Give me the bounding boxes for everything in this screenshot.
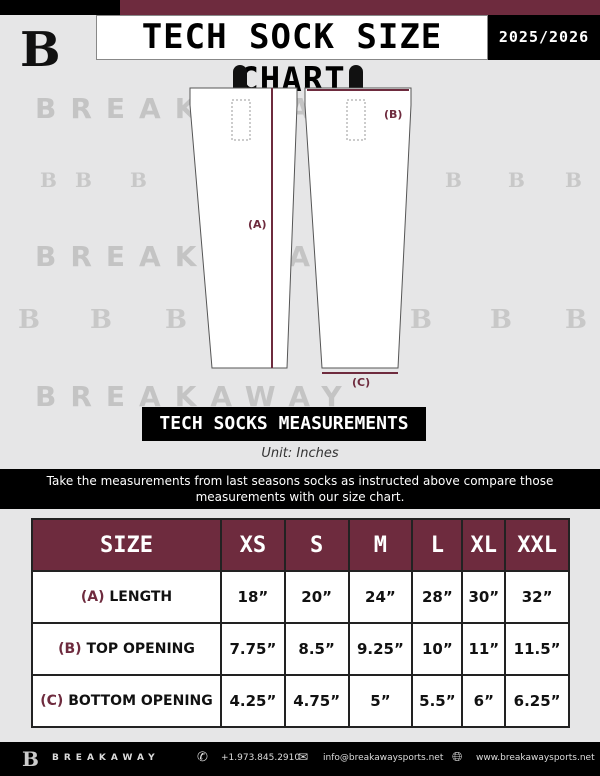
cell: 30” <box>461 570 507 624</box>
cell: 20” <box>283 570 350 624</box>
page-title: TECH SOCK SIZE CHART <box>96 15 488 100</box>
brand-logo: B <box>20 22 61 78</box>
row-label-text: TOP OPENING <box>86 641 195 657</box>
cell: 8.5” <box>283 622 350 676</box>
globe-icon: 🌐︎ <box>452 750 463 765</box>
watermark-logo: B <box>130 168 147 192</box>
table-row: (B) TOP OPENING 7.75” 8.5” 9.25” 10” 11”… <box>31 622 570 676</box>
size-table: SIZE XS S M L XL XXL (A) LENGTH 18” 20” … <box>31 518 570 728</box>
table-row: (C) BOTTOM OPENING 4.25” 4.75” 5” 5.5” 6… <box>31 674 570 728</box>
watermark-logo: B <box>165 305 187 335</box>
cell: 11” <box>461 622 507 676</box>
sock-right <box>304 65 412 374</box>
watermark-logo: B <box>490 305 512 335</box>
cell: 7.75” <box>220 622 286 676</box>
label-c: (C) <box>352 376 371 389</box>
table-header: SIZE XS S M L XL XXL <box>31 518 570 572</box>
watermark-logo: B <box>508 168 525 192</box>
row-letter: (A) <box>80 589 105 605</box>
unit-label: Unit: Inches <box>261 446 339 461</box>
header-cell: XL <box>461 518 507 572</box>
header-cell: SIZE <box>31 518 222 572</box>
row-letter: (B) <box>58 641 82 657</box>
watermark-logo: B <box>445 168 462 192</box>
footer-email[interactable]: info@breakawaysports.net <box>323 753 444 763</box>
phone-icon: ✆ <box>197 750 208 765</box>
top-bar-black <box>0 0 120 15</box>
cell: 32” <box>504 570 570 624</box>
cell: 5” <box>347 674 414 728</box>
header-cell: M <box>347 518 414 572</box>
cell: 10” <box>411 622 464 676</box>
header-cell: S <box>283 518 350 572</box>
top-bar-maroon <box>120 0 600 15</box>
season-label: 2025/2026 <box>488 15 600 60</box>
row-label-text: LENGTH <box>109 589 173 605</box>
footer-website[interactable]: www.breakawaysports.net <box>476 753 595 763</box>
row-label: (A) LENGTH <box>31 570 222 624</box>
cell: 24” <box>347 570 414 624</box>
row-label-text: BOTTOM OPENING <box>68 693 213 709</box>
row-label: (B) TOP OPENING <box>31 622 222 676</box>
sock-diagram <box>189 65 412 374</box>
cell: 28” <box>411 570 464 624</box>
cell: 4.25” <box>220 674 286 728</box>
watermark-logo: B <box>565 168 582 192</box>
watermark-logo: B <box>18 305 40 335</box>
header-cell: XXL <box>504 518 570 572</box>
watermark-logo: B <box>90 305 112 335</box>
footer-phone[interactable]: +1.973.845.2910 <box>221 753 301 763</box>
watermark-logo: B <box>75 168 92 192</box>
cell: 6” <box>461 674 507 728</box>
instructions: Take the measurements from last seasons … <box>0 469 600 509</box>
cell: 11.5” <box>504 622 570 676</box>
cell: 9.25” <box>347 622 414 676</box>
label-a: (A) <box>248 218 267 231</box>
watermark-logo: B <box>40 168 57 192</box>
cell: 4.75” <box>283 674 350 728</box>
row-label: (C) BOTTOM OPENING <box>31 674 222 728</box>
label-b: (B) <box>384 108 403 121</box>
table-row: (A) LENGTH 18” 20” 24” 28” 30” 32” <box>31 570 570 624</box>
cell: 6.25” <box>504 674 570 728</box>
header-cell: XS <box>220 518 286 572</box>
footer-logo: B <box>22 747 39 771</box>
sock-left <box>189 65 298 369</box>
mail-icon: ✉ <box>298 750 309 764</box>
watermark-logo: B <box>410 305 432 335</box>
row-letter: (C) <box>40 693 64 709</box>
header-cell: L <box>411 518 464 572</box>
cell: 18” <box>220 570 286 624</box>
footer: B BREAKAWAY ✆ +1.973.845.2910 ✉ info@bre… <box>0 742 600 776</box>
section-title: TECH SOCKS MEASUREMENTS <box>142 407 426 441</box>
cell: 5.5” <box>411 674 464 728</box>
watermark-logo: B <box>565 305 587 335</box>
footer-brand: BREAKAWAY <box>52 753 160 763</box>
